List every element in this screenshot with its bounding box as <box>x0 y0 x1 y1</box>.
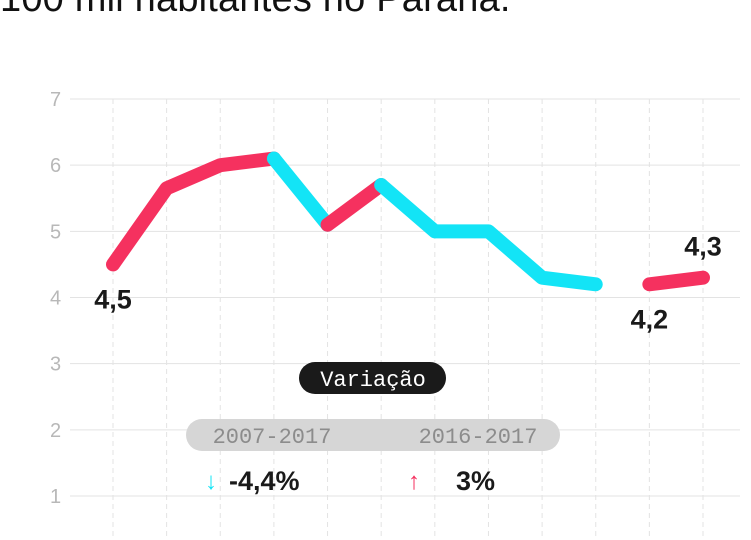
period-label-2016-2017: 2016-2017 <box>419 425 538 450</box>
arrow-up-icon: ↑ <box>408 468 420 495</box>
series-line <box>106 151 710 292</box>
line-segment <box>320 178 389 232</box>
legend: Variação 2007-2017 2016-2017 ↓ -4,4% ↑ 3… <box>186 362 560 496</box>
data-labels: 4,5 4,2 4,3 <box>94 232 722 335</box>
arrow-down-icon: ↓ <box>205 468 217 495</box>
variation-badge-label: Variação <box>320 368 426 393</box>
period-label-2007-2017: 2007-2017 <box>213 425 332 450</box>
line-segment <box>374 178 603 292</box>
change-value-2007-2017: -4,4% <box>229 466 300 496</box>
line-segment <box>106 151 281 272</box>
period-pill-bg <box>186 419 560 451</box>
data-label: 4,3 <box>684 232 722 262</box>
y-tick-label: 7 <box>50 89 61 111</box>
change-value-2016-2017: 3% <box>456 466 495 496</box>
y-tick-label: 2 <box>50 420 61 442</box>
y-tick-label: 6 <box>50 155 61 177</box>
y-tick-label: 3 <box>50 354 61 376</box>
y-tick-label: 4 <box>50 288 61 310</box>
variation-badge-bg <box>299 362 446 394</box>
chart-title: 100 mil habitantes no Paraná. <box>0 0 511 21</box>
y-tick-label: 1 <box>50 486 61 508</box>
line-segment <box>642 270 710 292</box>
data-label: 4,5 <box>94 284 132 314</box>
data-label: 4,2 <box>631 304 669 334</box>
y-tick-label: 5 <box>50 221 61 243</box>
y-axis-ticks: 1 2 3 4 5 6 7 <box>50 89 61 508</box>
line-segment <box>266 151 335 232</box>
